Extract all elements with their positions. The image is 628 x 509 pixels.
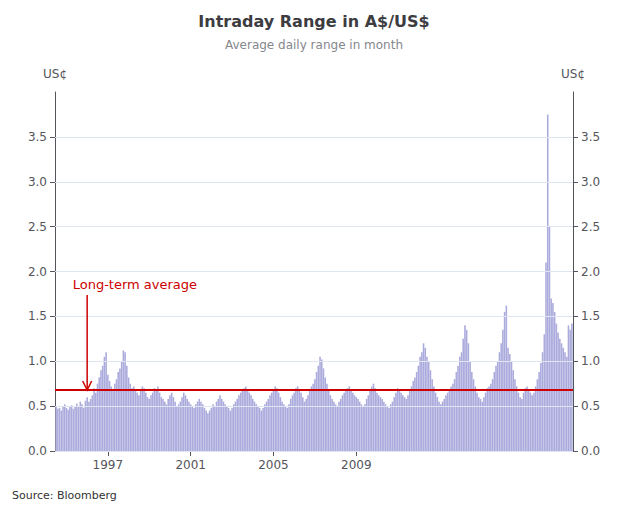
svg-text:1.5: 1.5: [581, 309, 600, 323]
svg-text:0.0: 0.0: [581, 444, 600, 458]
svg-text:Source: Bloomberg: Source: Bloomberg: [12, 489, 117, 502]
svg-text:2.5: 2.5: [28, 220, 47, 234]
svg-text:1.5: 1.5: [28, 309, 47, 323]
svg-text:Long-term average: Long-term average: [73, 277, 197, 292]
svg-text:Intraday Range in A$/US$: Intraday Range in A$/US$: [198, 12, 429, 31]
svg-text:3.0: 3.0: [581, 175, 600, 189]
svg-text:3.0: 3.0: [28, 175, 47, 189]
svg-text:2.5: 2.5: [581, 220, 600, 234]
svg-text:US¢: US¢: [43, 67, 67, 81]
svg-text:US¢: US¢: [561, 67, 585, 81]
svg-text:2.0: 2.0: [581, 265, 600, 279]
svg-text:0.5: 0.5: [581, 399, 600, 413]
svg-text:1.0: 1.0: [28, 354, 47, 368]
svg-text:2005: 2005: [258, 458, 289, 472]
svg-text:2009: 2009: [341, 458, 372, 472]
svg-text:3.5: 3.5: [28, 130, 47, 144]
svg-text:2.0: 2.0: [28, 265, 47, 279]
svg-text:3.5: 3.5: [581, 130, 600, 144]
svg-text:Average daily range in month: Average daily range in month: [225, 38, 403, 52]
svg-text:1997: 1997: [93, 458, 124, 472]
svg-text:0.5: 0.5: [28, 399, 47, 413]
svg-text:1.0: 1.0: [581, 354, 600, 368]
svg-text:0.0: 0.0: [28, 444, 47, 458]
svg-text:2001: 2001: [175, 458, 206, 472]
